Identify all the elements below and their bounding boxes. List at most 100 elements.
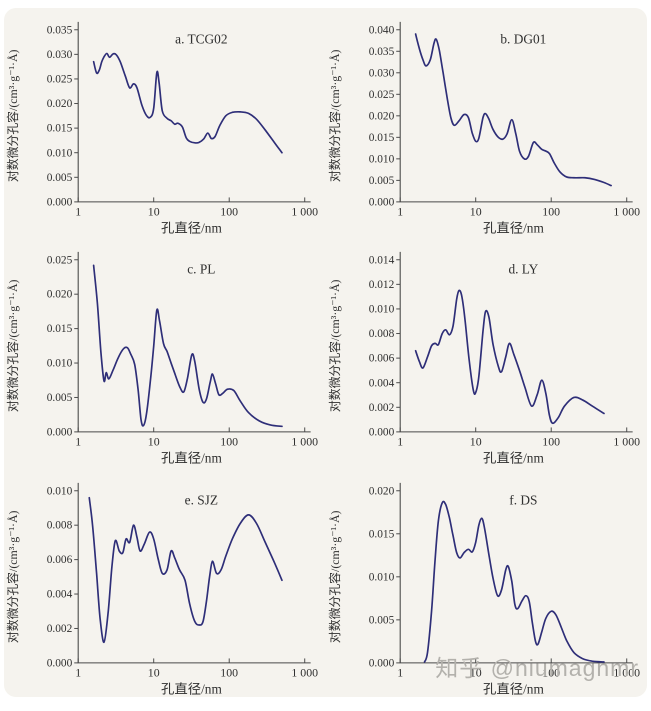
- subplot-c-pl: 0.000 0.005 0.010 0.015 0.020 0.025 1 10 100 1 00…: [4, 238, 326, 468]
- axis-lines: [77, 482, 311, 664]
- y-tick-label: 0.040: [368, 24, 394, 36]
- x-tick-label: 1 000: [291, 666, 318, 680]
- x-tick-label: 1 000: [613, 205, 640, 219]
- y-tick-label: 0.012: [368, 279, 394, 291]
- y-tick-label: 0.020: [47, 98, 73, 110]
- x-tick-label: 1: [397, 666, 403, 680]
- x-tick-label: 10: [469, 435, 481, 449]
- y-tick-label: 0.025: [47, 255, 73, 267]
- y-axis-title: 对数微分孔容/(cm³·g⁻¹·Å): [6, 510, 20, 643]
- x-tick-label: 100: [542, 205, 560, 219]
- y-axis-title: 对数微分孔容/(cm³·g⁻¹·Å): [6, 280, 20, 413]
- y-tick-label: 0.006: [368, 353, 394, 365]
- chart-canvas-d: 0.000 0.002 0.004 0.006 0.008 0.010 0.012 0.014…: [327, 252, 640, 466]
- chart-canvas-b: 0.000 0.005 0.010 0.015 0.020 0.025 0.030 0.035…: [327, 21, 640, 236]
- y-tick-label: 0.030: [47, 49, 73, 61]
- x-tick-label: 1 000: [291, 435, 318, 449]
- curve-path: [92, 52, 283, 154]
- y-tick-label: 0.005: [368, 175, 394, 187]
- curve-path: [414, 33, 612, 187]
- y-tick-label: 0.015: [368, 132, 394, 144]
- y-tick-label: 0.008: [47, 520, 73, 532]
- y-tick-label: 0.005: [47, 172, 73, 184]
- y-tick-label: 0.025: [47, 74, 73, 86]
- x-axis-title: 孔直径/nm: [161, 451, 222, 466]
- x-tick-label: 10: [148, 435, 160, 449]
- y-tick-label: 0.014: [368, 255, 394, 267]
- y-tick-label: 0.000: [368, 427, 394, 439]
- x-tick-label: 10: [469, 666, 481, 680]
- subplot-a-tcg02: 0.000 0.005 0.010 0.015 0.020 0.025 0.030 0.035…: [4, 8, 326, 238]
- y-tick-label: 0.008: [368, 329, 394, 341]
- y-tick-label: 0.020: [368, 110, 394, 122]
- x-tick-label: 10: [469, 205, 481, 219]
- y-axis-title: 对数微分孔容/(cm³·g⁻¹·Å): [6, 49, 20, 182]
- chart-canvas-e: 0.000 0.002 0.004 0.006 0.008 0.010 1 10 100 1 00…: [6, 482, 318, 697]
- x-tick-label: 1: [75, 666, 81, 680]
- y-tick-label: 0.015: [47, 123, 73, 135]
- axis-lines: [77, 21, 311, 203]
- y-axis-title: 对数微分孔容/(cm³·g⁻¹·Å): [327, 280, 341, 413]
- y-tick-label: 0.035: [368, 46, 394, 58]
- x-axis-title: 孔直径/nm: [161, 221, 222, 236]
- subplot-d-ly: 0.000 0.002 0.004 0.006 0.008 0.010 0.012 0.014…: [326, 238, 648, 468]
- x-tick-label: 1: [397, 205, 403, 219]
- y-tick-label: 0.010: [47, 485, 73, 497]
- subplot-title: d. LY: [508, 262, 538, 277]
- y-tick-label: 0.010: [368, 153, 394, 165]
- y-tick-label: 0.000: [47, 196, 73, 208]
- y-tick-label: 0.004: [47, 589, 73, 601]
- y-tick-label: 0.004: [368, 378, 394, 390]
- x-axis-title: 孔直径/nm: [483, 451, 544, 466]
- y-axis-title: 对数微分孔容/(cm³·g⁻¹·Å): [327, 49, 341, 182]
- axis-lines: [399, 21, 633, 203]
- axis-lines: [399, 252, 633, 433]
- y-tick-label: 0.000: [368, 657, 394, 669]
- x-tick-label: 1 000: [291, 205, 318, 219]
- x-tick-label: 1: [75, 435, 81, 449]
- x-axis-title: 孔直径/nm: [483, 221, 544, 236]
- subplot-title: e. SJZ: [185, 493, 218, 508]
- x-tick-label: 100: [220, 205, 238, 219]
- x-tick-label: 100: [220, 435, 238, 449]
- y-tick-label: 0.010: [368, 304, 394, 316]
- y-tick-label: 0.002: [47, 623, 73, 635]
- y-tick-label: 0.010: [47, 358, 73, 370]
- subplot-title: c. PL: [187, 262, 215, 277]
- subplot-b-dg01: 0.000 0.005 0.010 0.015 0.020 0.025 0.030 0.035…: [326, 8, 648, 238]
- x-tick-label: 1: [75, 205, 81, 219]
- y-tick-label: 0.015: [368, 528, 394, 540]
- subplot-title: a. TCG02: [175, 32, 227, 47]
- x-tick-label: 100: [220, 666, 238, 680]
- curve-path: [414, 290, 605, 425]
- x-axis-title: 孔直径/nm: [483, 682, 544, 697]
- axis-lines: [77, 252, 311, 433]
- y-tick-label: 0.025: [368, 89, 394, 101]
- x-tick-label: 1: [397, 435, 403, 449]
- y-tick-label: 0.000: [47, 427, 73, 439]
- y-tick-label: 0.020: [47, 289, 73, 301]
- y-tick-label: 0.005: [368, 614, 394, 626]
- figure-panel: 0.000 0.005 0.010 0.015 0.020 0.025 0.030 0.035…: [4, 8, 647, 697]
- x-tick-label: 1 000: [613, 435, 640, 449]
- x-axis-title: 孔直径/nm: [161, 682, 222, 697]
- subplot-title: f. DS: [509, 493, 537, 508]
- chart-canvas-f: 0.000 0.005 0.010 0.015 0.020 1 10 100 1 000 孔直径/…: [327, 482, 640, 697]
- y-tick-label: 0.000: [368, 196, 394, 208]
- y-tick-label: 0.000: [47, 657, 73, 669]
- y-tick-label: 0.006: [47, 554, 73, 566]
- axis-lines: [399, 482, 633, 664]
- y-tick-label: 0.010: [368, 571, 394, 583]
- x-tick-label: 10: [148, 666, 160, 680]
- curve-path: [92, 264, 283, 428]
- curve-path: [423, 500, 605, 663]
- y-axis-title: 对数微分孔容/(cm³·g⁻¹·Å): [327, 510, 341, 643]
- chart-canvas-c: 0.000 0.005 0.010 0.015 0.020 0.025 1 10 100 1 00…: [6, 252, 318, 466]
- y-tick-label: 0.030: [368, 67, 394, 79]
- x-tick-label: 100: [542, 435, 560, 449]
- chart-canvas-a: 0.000 0.005 0.010 0.015 0.020 0.025 0.030 0.035…: [6, 21, 318, 236]
- y-tick-label: 0.020: [368, 485, 394, 497]
- x-tick-label: 1 000: [613, 666, 640, 680]
- x-tick-label: 100: [542, 666, 560, 680]
- y-tick-label: 0.002: [368, 402, 394, 414]
